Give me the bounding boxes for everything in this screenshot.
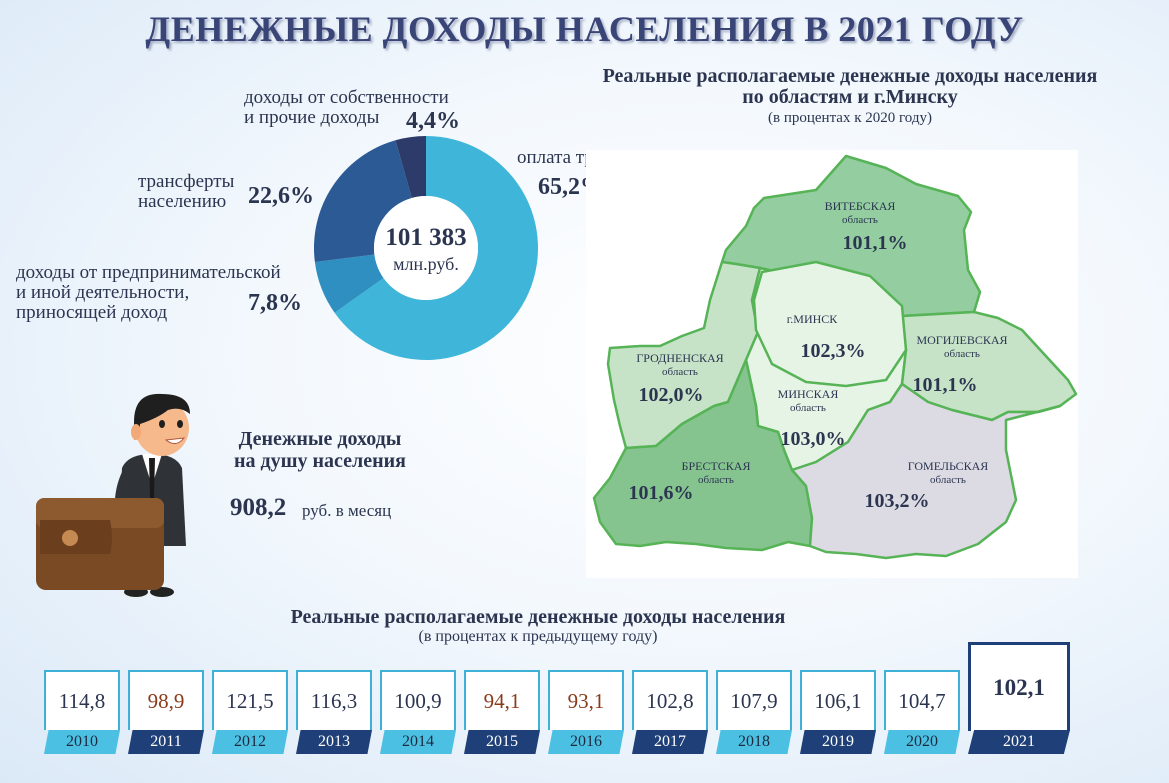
region-vitebsk-oblast: область: [842, 214, 878, 226]
region-mogilev-name: МОГИЛЕВСКАЯ: [916, 333, 1008, 347]
year-value-2016: 93,1: [548, 670, 624, 730]
year-value-2011: 98,9: [128, 670, 204, 730]
per-capita-title-2: на душу населения: [233, 450, 406, 472]
year-label-2014: 2014: [380, 730, 456, 754]
property-income-label-1: доходы от собственности: [244, 87, 449, 108]
year-item-2020: 104,7 2020: [884, 670, 960, 756]
year-value-2010: 114,8: [44, 670, 120, 730]
year-label-2020: 2020: [884, 730, 960, 754]
year-item-2016: 93,1 2016: [548, 670, 624, 756]
region-mogilev-oblast: область: [944, 348, 980, 360]
timeline-title: Реальные располагаемые денежные доходы н…: [290, 606, 786, 628]
transfers-label-1: трансферты: [138, 171, 235, 192]
year-label-2016: 2016: [548, 730, 624, 754]
map-region-6: [790, 382, 1062, 560]
businessman-wallet-illustration: [36, 393, 190, 597]
region-grodno-oblast: область: [662, 366, 698, 378]
per-capita-value: 908,2: [230, 494, 287, 521]
donut-segment-property: [395, 136, 426, 198]
region-gomel-name: ГОМЕЛЬСКАЯ: [907, 459, 989, 473]
entrepreneurial-label-1: доходы от предпринимательской: [16, 262, 281, 283]
map-title-line-1: Реальные располагаемые денежные доходы н…: [602, 65, 1098, 87]
region-brest-oblast: область: [698, 474, 734, 486]
map-title-line-2: по областям и г.Минску: [742, 86, 958, 108]
donut-center-value: 101 383: [385, 224, 467, 251]
income-structure-donut: [314, 136, 538, 360]
year-item-2014: 100,9 2014: [380, 670, 456, 756]
region-vitebsk-value: 101,1%: [842, 232, 908, 254]
region-mogilev-value: 101,1%: [912, 374, 978, 396]
transfers-pct: 22,6%: [248, 183, 314, 209]
year-value-2019: 106,1: [800, 670, 876, 730]
page-title: ДЕНЕЖНЫЕ ДОХОДЫ НАСЕЛЕНИЯ В 2021 ГОДУ: [145, 9, 1024, 49]
region-grodno-value: 102,0%: [638, 384, 704, 406]
year-value-2013: 116,3: [296, 670, 372, 730]
transfers-label-2: населению: [138, 191, 227, 212]
year-item-2019: 106,1 2019: [800, 670, 876, 756]
timeline-subtitle: (в процентах к предыдущему году): [418, 628, 658, 645]
year-item-2010: 114,8 2010: [44, 670, 120, 756]
year-label-2011: 2011: [128, 730, 204, 754]
year-label-2018: 2018: [716, 730, 792, 754]
year-value-2014: 100,9: [380, 670, 456, 730]
region-brest-value: 101,6%: [628, 482, 694, 504]
region-minsk-oblast-value: 103,0%: [780, 428, 846, 450]
entrepreneurial-label-2: и иной деятельности,: [16, 282, 190, 303]
donut-segment-transfers: [314, 140, 412, 263]
region-minsk-oblast-oblast: область: [790, 402, 826, 414]
property-income-pct: 4,4%: [406, 108, 460, 134]
region-minsk-city-value: 102,3%: [800, 340, 866, 362]
year-item-2021: 102,1 2021: [968, 642, 1070, 754]
year-label-2010: 2010: [44, 730, 120, 754]
year-item-2015: 94,1 2015: [464, 670, 540, 756]
year-value-2017: 102,8: [632, 670, 708, 730]
region-brest-name: БРЕСТСКАЯ: [681, 459, 751, 473]
region-minsk-city-name: г.МИНСК: [786, 312, 838, 326]
year-item-2018: 107,9 2018: [716, 670, 792, 756]
year-label-2019: 2019: [800, 730, 876, 754]
region-minsk-oblast-name: МИНСКАЯ: [777, 387, 839, 401]
belarus-region-map: [592, 154, 1078, 560]
entrepreneurial-label-3: приносящей доход: [16, 302, 168, 323]
per-capita-title-1: Денежные доходы: [238, 428, 402, 450]
year-label-2015: 2015: [464, 730, 540, 754]
per-capita-unit: руб. в месяц: [302, 501, 392, 520]
year-label-2012: 2012: [212, 730, 288, 754]
property-income-label-2: и прочие доходы: [244, 107, 380, 128]
year-label-2013: 2013: [296, 730, 372, 754]
year-item-2013: 116,3 2013: [296, 670, 372, 756]
year-item-2011: 98,9 2011: [128, 670, 204, 756]
year-item-2012: 121,5 2012: [212, 670, 288, 756]
donut-segment-entrepreneurial: [314, 254, 384, 313]
donut-center-unit: млн.руб.: [393, 254, 459, 274]
year-value-2021: 102,1: [968, 642, 1070, 731]
year-value-2020: 104,7: [884, 670, 960, 730]
year-item-2017: 102,8 2017: [632, 670, 708, 756]
year-value-2018: 107,9: [716, 670, 792, 730]
year-label-2017: 2017: [632, 730, 708, 754]
entrepreneurial-pct: 7,8%: [248, 290, 302, 316]
year-value-2012: 121,5: [212, 670, 288, 730]
map-title: Реальные располагаемые денежные доходы н…: [560, 66, 1140, 108]
year-value-2015: 94,1: [464, 670, 540, 730]
map-region-5: [592, 358, 814, 552]
region-gomel-oblast: область: [930, 474, 966, 486]
donut-segment-wages: [334, 136, 538, 360]
region-grodno-name: ГРОДНЕНСКАЯ: [636, 351, 724, 365]
region-vitebsk-name: ВИТЕБСКАЯ: [824, 199, 896, 213]
map-region-1: [752, 260, 908, 388]
map-subtitle: (в процентах к 2020 году): [768, 110, 932, 126]
region-gomel-value: 103,2%: [864, 490, 930, 512]
year-label-2021: 2021: [968, 730, 1070, 754]
